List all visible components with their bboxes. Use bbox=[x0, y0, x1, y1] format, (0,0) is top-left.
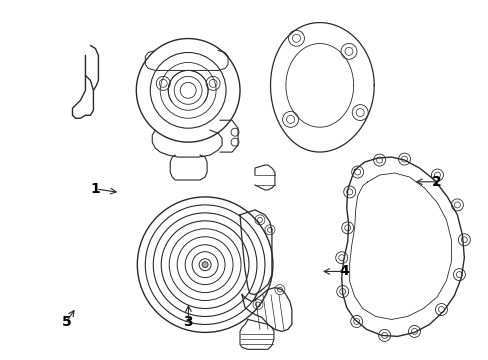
Text: 1: 1 bbox=[91, 182, 101, 196]
Text: 5: 5 bbox=[61, 315, 71, 329]
Text: 4: 4 bbox=[339, 265, 348, 278]
Circle shape bbox=[202, 262, 208, 268]
Text: 3: 3 bbox=[183, 315, 193, 329]
Text: 2: 2 bbox=[431, 175, 441, 189]
